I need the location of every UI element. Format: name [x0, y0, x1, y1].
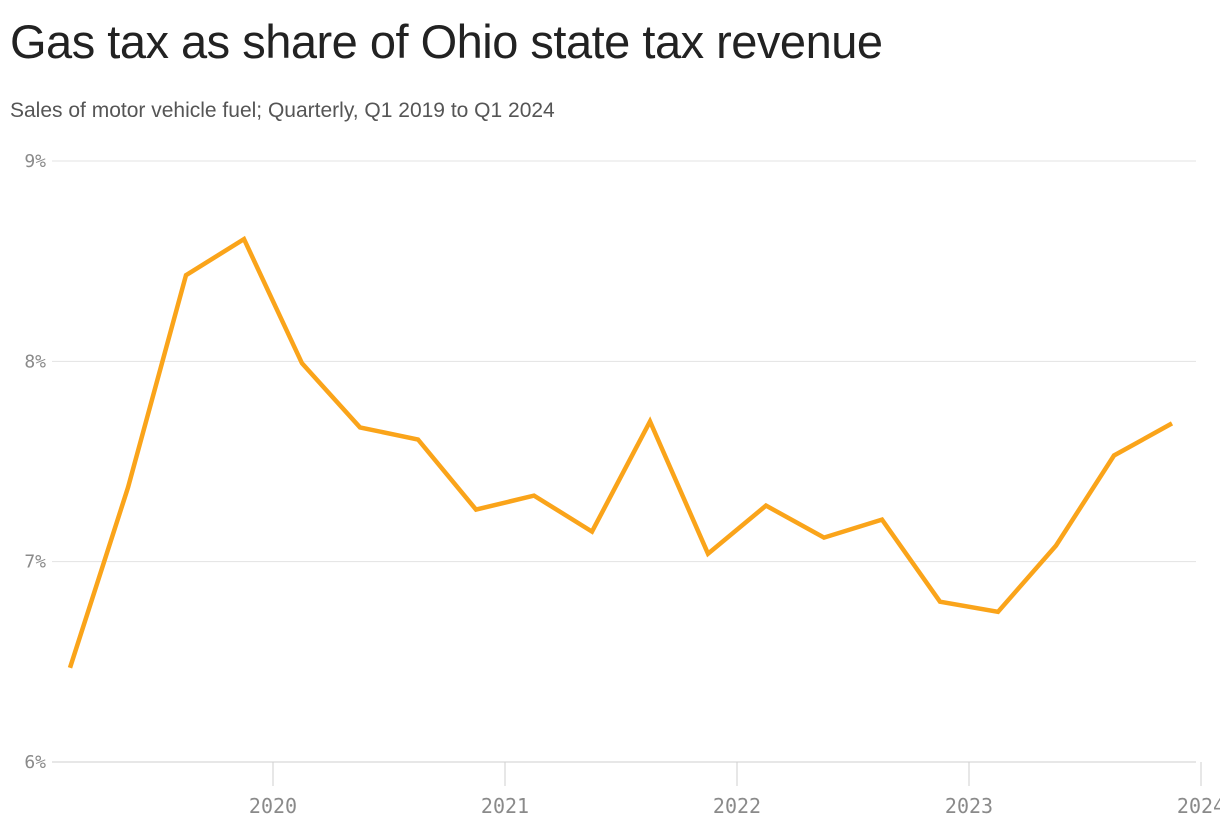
- chart-title: Gas tax as share of Ohio state tax reven…: [10, 15, 883, 68]
- x-axis: 2020 2021 2022 2023 2024: [249, 762, 1220, 818]
- grid-lines: [52, 160, 1196, 763]
- x-tick-label: 2022: [713, 794, 761, 818]
- y-tick-label: 8%: [24, 351, 46, 372]
- x-tick-label: 2023: [945, 794, 993, 818]
- series-layer: [67, 235, 1174, 669]
- x-tick-label: 2020: [249, 794, 297, 818]
- x-tick-label: 2024: [1177, 794, 1220, 818]
- y-axis-labels: 6% 7% 8% 9%: [24, 151, 46, 773]
- series-line: [67, 235, 1174, 669]
- y-tick-label: 7%: [24, 552, 46, 573]
- chart-subtitle: Sales of motor vehicle fuel; Quarterly, …: [10, 99, 555, 122]
- y-tick-label: 6%: [24, 752, 46, 773]
- y-tick-label: 9%: [24, 151, 46, 172]
- x-tick-label: 2021: [481, 794, 529, 818]
